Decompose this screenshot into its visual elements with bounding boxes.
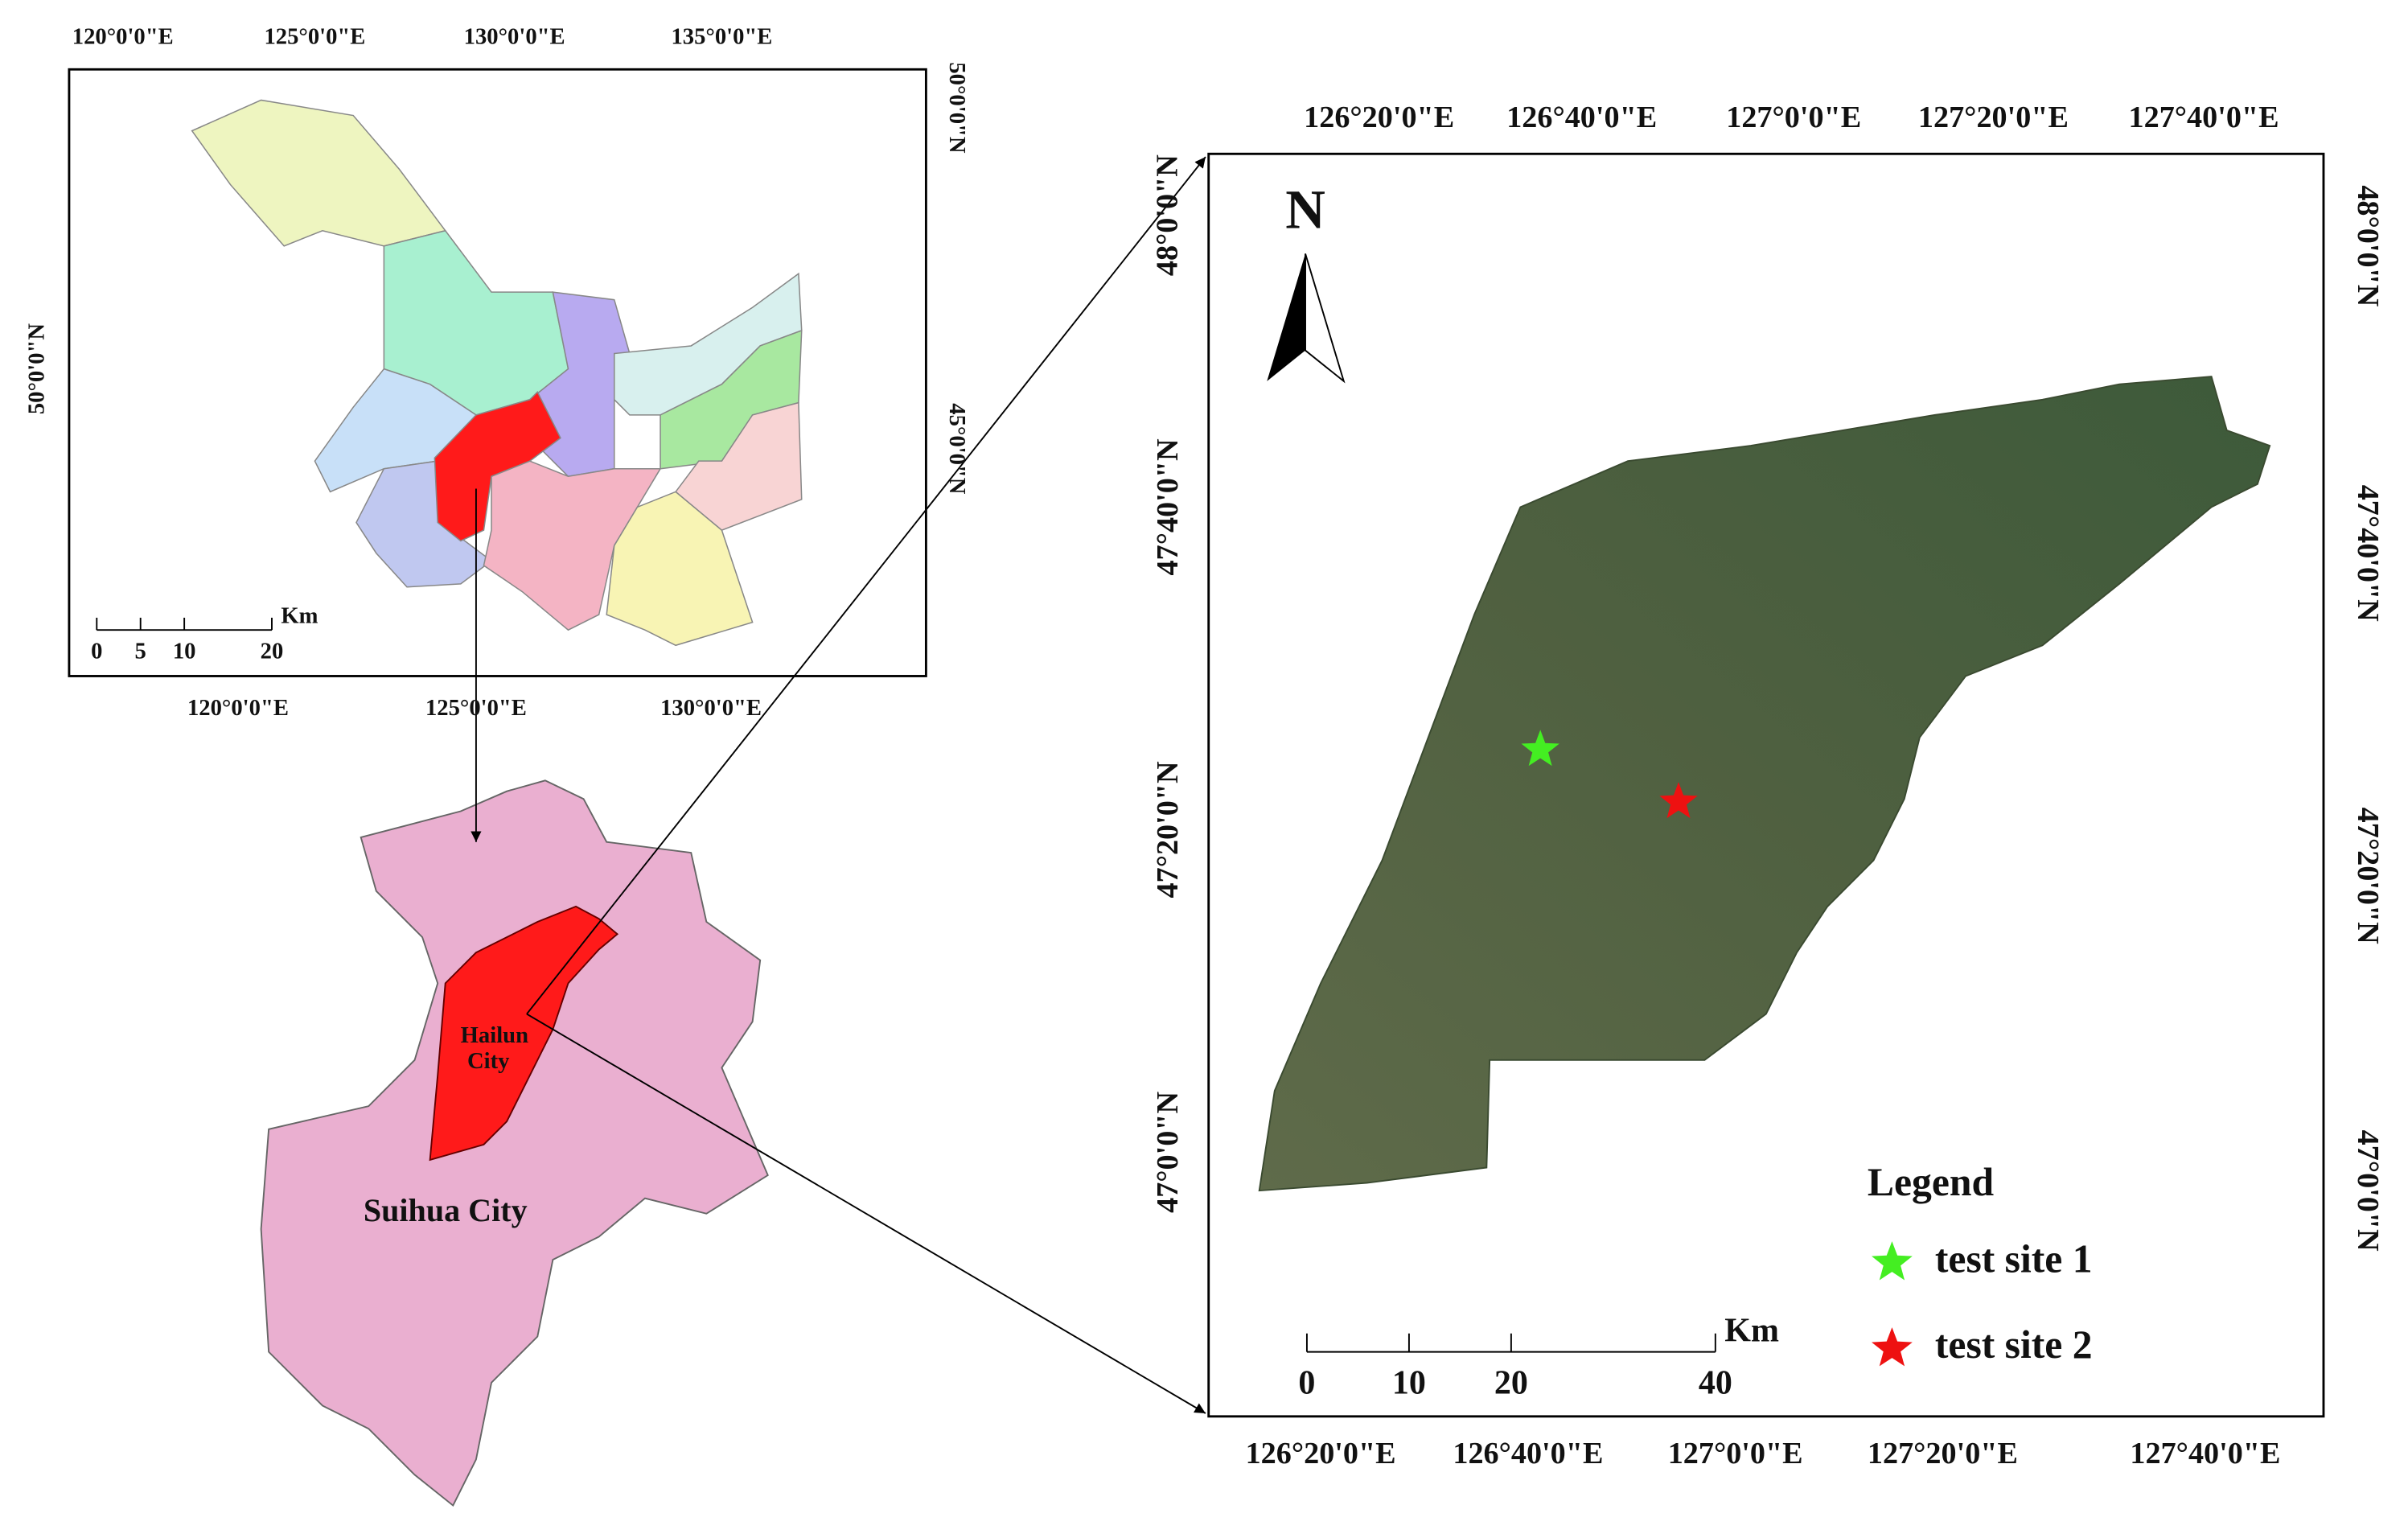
coordinate-label: 47°0'0"N — [1151, 1091, 1185, 1212]
coordinate-label: 45°0'0"N — [944, 403, 970, 495]
city-label: City — [467, 1048, 510, 1074]
coordinate-label: 130°0'0"E — [660, 695, 762, 721]
scale-label: 10 — [173, 638, 196, 664]
coordinate-label: 50°0'0"N — [23, 323, 49, 415]
scale-unit: Km — [281, 602, 318, 628]
scale-label: 5 — [135, 638, 146, 664]
coordinate-label: 135°0'0"E — [671, 24, 772, 50]
scale-label: 10 — [1392, 1364, 1426, 1401]
coordinate-label: 47°40'0"N — [1151, 438, 1185, 575]
coordinate-label: 47°40'0"N — [2351, 485, 2385, 622]
scale-label: 0 — [91, 638, 102, 664]
coordinate-label: 126°40'0"E — [1453, 1437, 1603, 1470]
city-label: Suihua City — [364, 1192, 528, 1228]
coordinate-label: 120°0'0"E — [72, 24, 174, 50]
scale-label: 0 — [1298, 1364, 1315, 1401]
arrow — [526, 1013, 1206, 1414]
coordinate-label: 48°0'0"N — [2351, 185, 2385, 306]
legend-label: test site 2 — [1935, 1322, 2093, 1367]
legend-star — [1872, 1327, 1913, 1367]
coordinate-label: 130°0'0"E — [464, 24, 565, 50]
coordinate-label: 125°0'0"E — [425, 695, 527, 721]
coordinate-label: 127°40'0"E — [2130, 1437, 2280, 1470]
coordinate-label: 47°20'0"N — [2351, 808, 2385, 944]
coordinate-label: 125°0'0"E — [264, 24, 365, 50]
test-site-marker — [1521, 730, 1559, 767]
scale-label: 40 — [1699, 1364, 1732, 1401]
coordinate-label: 48°0'0"N — [1151, 154, 1185, 276]
test-site-marker — [1659, 782, 1698, 819]
scale-unit: Km — [1724, 1312, 1779, 1349]
coordinate-label: 47°0'0"N — [2351, 1130, 2385, 1252]
coordinate-label: 47°20'0"N — [1151, 761, 1185, 898]
coordinate-label: 126°20'0"E — [1246, 1437, 1396, 1470]
coordinate-label: 127°0'0"E — [1668, 1437, 1803, 1470]
coordinate-label: 120°0'0"E — [187, 695, 289, 721]
scale-label: 20 — [261, 638, 284, 664]
city-label: Hailun — [461, 1022, 528, 1048]
north-arrow — [1305, 253, 1346, 384]
arrow — [526, 156, 1206, 1015]
legend-label: test site 1 — [1935, 1236, 2093, 1281]
north-arrow — [1267, 253, 1306, 381]
coordinate-label: 126°40'0"E — [1506, 101, 1657, 134]
coordinate-label: 127°20'0"E — [1868, 1437, 2018, 1470]
coordinate-label: 127°40'0"E — [2129, 101, 2279, 134]
coordinate-label: 127°0'0"E — [1726, 101, 1861, 134]
legend-title: Legend — [1868, 1160, 1995, 1204]
scale-label: 20 — [1494, 1364, 1528, 1401]
hailun-region — [429, 905, 619, 1162]
coordinate-label: 126°20'0"E — [1304, 101, 1454, 134]
provinces — [191, 99, 803, 647]
legend-star — [1872, 1241, 1913, 1281]
coordinate-label: 127°20'0"E — [1918, 101, 2069, 134]
satellite-image — [1258, 376, 2271, 1192]
coordinate-label: 50°0'0"N — [944, 62, 970, 154]
north-label: N — [1285, 179, 1325, 240]
suihua-region — [260, 779, 769, 1507]
